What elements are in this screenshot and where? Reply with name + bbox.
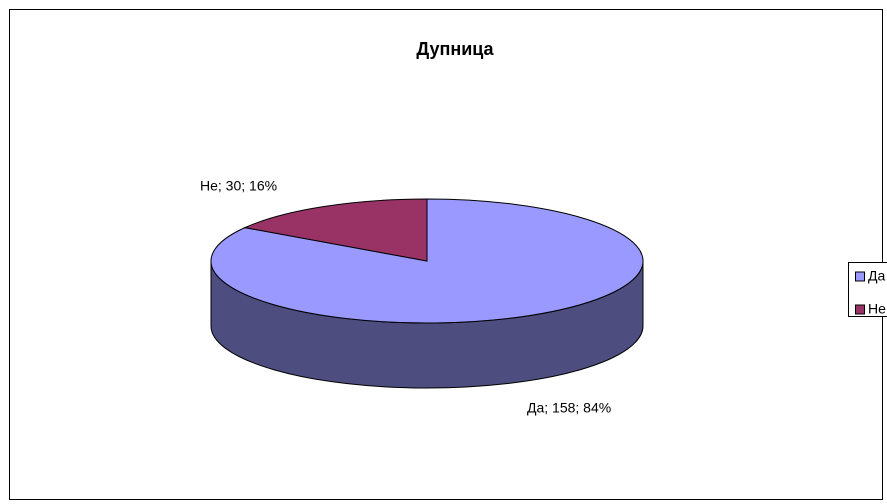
chart-title: Дупница [416,39,494,59]
legend-box [848,262,887,317]
legend-swatch [855,271,865,282]
pie-slice [243,198,428,262]
legend-label: Не [868,301,886,317]
data-label: Не; 30; 16% [200,178,277,194]
data-label: Да; 158; 84% [527,400,611,416]
legend-swatch [855,304,865,315]
legend-label: Да [868,268,885,284]
